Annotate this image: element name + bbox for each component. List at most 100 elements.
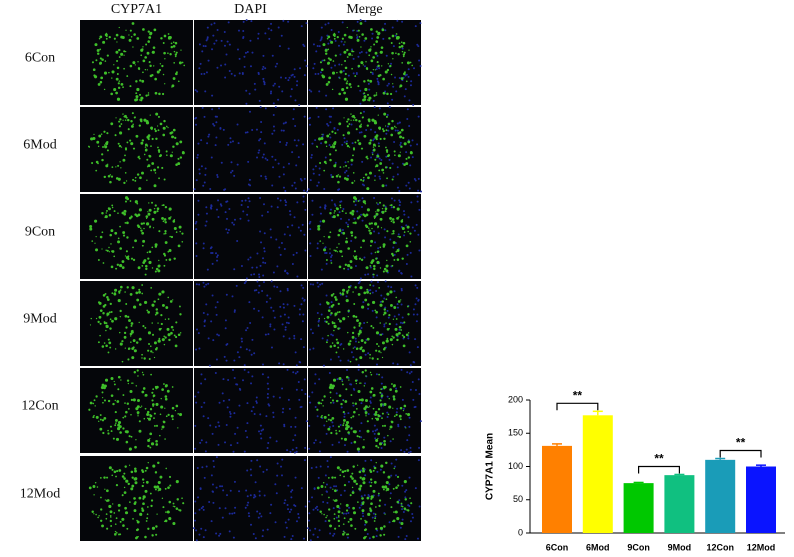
nucleus [341,228,344,231]
stain [142,59,146,63]
stain [390,220,393,223]
nucleus [375,316,378,319]
stain [329,419,333,422]
stain [171,151,173,153]
stain [345,82,348,85]
stain [151,51,154,54]
nucleus [250,382,253,385]
nucleus [324,156,327,159]
nucleus [355,71,358,74]
stain [96,486,99,488]
stain [372,68,375,71]
stain [351,331,355,335]
nucleus [246,205,249,208]
nucleus [389,238,392,241]
stain [164,58,166,60]
nucleus [319,71,322,74]
stain [380,388,383,391]
nucleus [297,156,300,159]
stain [148,357,151,361]
stain [406,61,410,65]
nucleus [296,201,299,204]
stain [142,373,145,376]
stain [333,513,336,515]
stain [320,137,324,141]
column-header: Merge [346,2,382,17]
nucleus [247,371,250,374]
nucleus [316,415,319,418]
stain [338,175,342,178]
stain [117,388,120,391]
stain [123,50,126,53]
nucleus [266,393,269,396]
stain [402,136,405,140]
nucleus [417,189,420,192]
nucleus [360,326,363,329]
stain [403,72,406,76]
nucleus [401,47,404,50]
stain [162,506,165,509]
stain [372,469,375,472]
stain [140,99,143,102]
nucleus [408,476,411,479]
stain [378,169,381,172]
stain [115,77,119,81]
stain [354,75,357,77]
nucleus [332,425,335,428]
nucleus [259,465,262,468]
nucleus [267,403,270,406]
stain [329,391,332,394]
stain [347,225,349,228]
stain [365,266,369,270]
nucleus [298,398,301,401]
stain [348,285,351,289]
nucleus [200,73,203,76]
stain [124,430,128,434]
nucleus [415,223,418,226]
stain [117,212,119,214]
stain [334,315,336,317]
stain [393,415,396,418]
stain [346,469,350,472]
stain [357,389,361,394]
stain [114,411,117,414]
stain [347,342,351,346]
nucleus [352,404,355,407]
stain [144,68,147,71]
nucleus [213,22,216,25]
stain [385,461,388,465]
nucleus [317,325,320,328]
stain [115,475,117,478]
nucleus [198,43,201,46]
nucleus [231,295,234,298]
nucleus [217,421,220,424]
stain [175,507,179,510]
nucleus [208,501,211,504]
stain [371,417,374,420]
stain [352,511,357,515]
stain [357,292,361,296]
stain [142,46,144,48]
nucleus [412,313,415,316]
stain [394,154,396,156]
stain [129,335,132,337]
stain [152,405,155,407]
stain [153,128,156,131]
nucleus [308,424,311,427]
stain [358,215,361,218]
nucleus [205,206,208,209]
stain [321,399,324,402]
y-tick-label: 150 [508,428,523,438]
nucleus [251,51,254,54]
nucleus [294,351,297,354]
stain [327,48,330,51]
stain [99,418,102,421]
stain [151,217,155,221]
stain [347,161,349,163]
stain [337,510,341,514]
nucleus [318,45,321,48]
stain [118,80,121,82]
stain [345,420,350,425]
nucleus [408,124,411,127]
